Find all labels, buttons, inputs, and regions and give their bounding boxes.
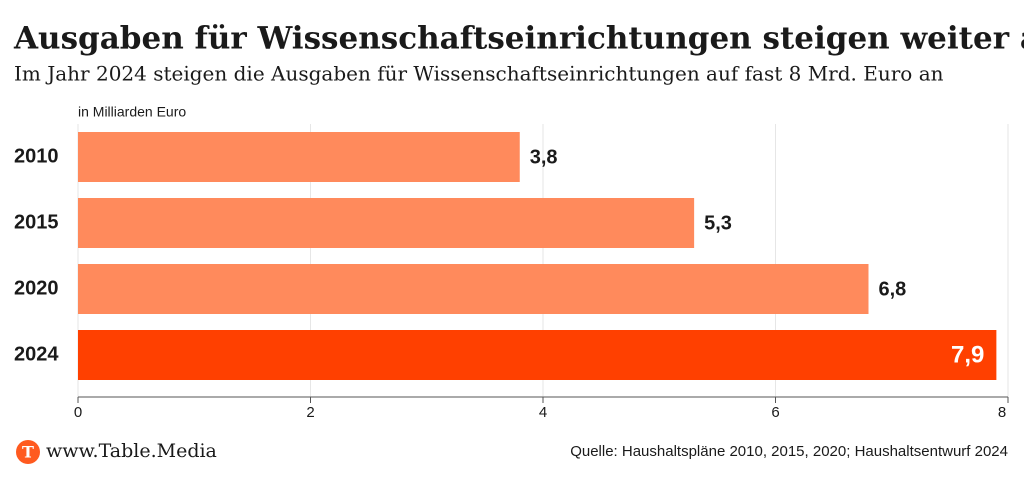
value-label: 6,8 xyxy=(879,278,907,300)
unit-label: in Milliarden Euro xyxy=(78,104,186,120)
value-label: 5,3 xyxy=(704,212,732,234)
value-label: 7,9 xyxy=(951,341,984,368)
bar xyxy=(78,132,520,182)
value-label: 3,8 xyxy=(530,146,558,168)
bar xyxy=(78,330,997,380)
x-tick-label: 2 xyxy=(306,404,314,421)
x-tick-label: 6 xyxy=(771,404,779,421)
y-tick-label: 2015 xyxy=(14,211,59,233)
chart-title: Ausgaben für Wissenschaftseinrichtungen … xyxy=(13,21,1024,57)
bar xyxy=(78,198,695,248)
y-tick-label: 2024 xyxy=(14,343,59,365)
logo xyxy=(16,440,40,464)
bar xyxy=(78,264,869,314)
y-tick-label: 2010 xyxy=(14,145,59,167)
x-tick-label: 0 xyxy=(74,404,82,421)
y-tick-label: 2020 xyxy=(14,277,59,299)
source: Quelle: Haushaltspläne 2010, 2015, 2020;… xyxy=(570,443,1008,460)
x-tick-label: 4 xyxy=(539,404,547,421)
x-tick-label: 8 xyxy=(998,404,1006,421)
logo-letter: T xyxy=(22,443,34,462)
brand: www.Table.Media xyxy=(46,440,217,462)
chart-subtitle: Im Jahr 2024 steigen die Ausgaben für Wi… xyxy=(14,62,944,86)
